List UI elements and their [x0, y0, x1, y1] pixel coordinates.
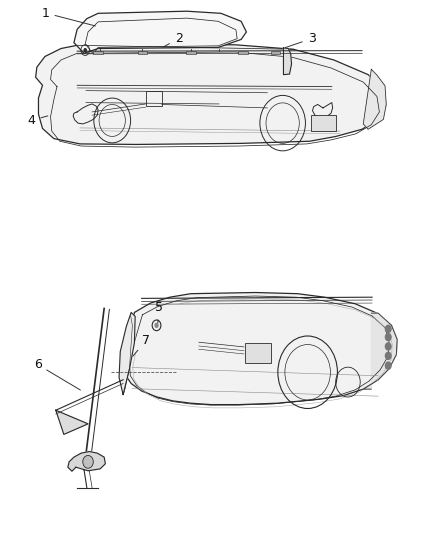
Circle shape — [84, 48, 87, 52]
Bar — [271, 51, 280, 54]
Text: 3: 3 — [285, 32, 315, 47]
Polygon shape — [35, 45, 386, 144]
Polygon shape — [363, 69, 386, 129]
Bar — [186, 51, 196, 54]
Polygon shape — [74, 11, 247, 53]
Circle shape — [385, 342, 392, 351]
Circle shape — [83, 455, 93, 468]
Polygon shape — [119, 312, 135, 394]
Polygon shape — [56, 410, 88, 434]
Text: 1: 1 — [42, 6, 95, 26]
Text: 7: 7 — [133, 334, 150, 356]
Text: 4: 4 — [28, 114, 48, 127]
Text: 6: 6 — [34, 358, 81, 390]
Polygon shape — [68, 451, 106, 471]
Bar — [311, 115, 336, 131]
Polygon shape — [123, 293, 397, 405]
Bar — [238, 51, 248, 54]
Bar — [93, 51, 103, 54]
Circle shape — [385, 361, 392, 370]
Polygon shape — [363, 313, 397, 389]
Text: 2: 2 — [163, 32, 183, 47]
Bar — [138, 51, 147, 54]
Circle shape — [154, 322, 159, 328]
Polygon shape — [283, 48, 292, 75]
Bar — [146, 92, 162, 106]
Circle shape — [385, 325, 392, 333]
Bar — [245, 343, 272, 363]
Circle shape — [385, 352, 392, 360]
Circle shape — [385, 333, 392, 341]
Text: 5: 5 — [155, 301, 162, 323]
